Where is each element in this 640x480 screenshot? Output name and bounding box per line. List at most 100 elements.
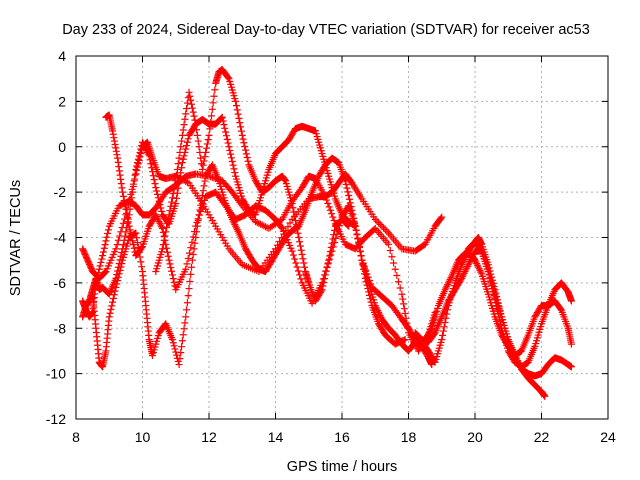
data-point	[447, 274, 455, 282]
data-point	[458, 274, 466, 282]
data-point	[195, 211, 203, 219]
data-point	[541, 392, 549, 400]
data-point	[396, 284, 404, 292]
data-point	[117, 252, 125, 260]
data-point	[296, 238, 304, 246]
data-point	[242, 146, 250, 154]
data-point	[227, 154, 235, 162]
data-point	[328, 210, 336, 218]
x-tick-label: 10	[135, 429, 151, 445]
data-point	[122, 228, 130, 236]
data-point	[229, 161, 237, 169]
data-point	[118, 249, 126, 257]
data-point	[120, 197, 128, 205]
data-point	[153, 187, 161, 195]
data-point	[134, 239, 142, 247]
data-point	[196, 206, 204, 214]
data-point	[139, 140, 147, 148]
data-point	[128, 194, 136, 202]
data-point	[200, 157, 208, 165]
data-point	[143, 147, 151, 155]
data-point	[242, 150, 250, 158]
y-axis-label: SDTVAR / TECUs	[8, 180, 24, 296]
data-point	[126, 205, 134, 213]
data-point	[464, 262, 472, 270]
data-point	[191, 239, 199, 247]
data-point	[110, 134, 118, 142]
data-point	[109, 298, 117, 306]
data-point	[228, 157, 236, 165]
data-point	[298, 251, 306, 259]
data-point	[109, 127, 117, 135]
data-point	[201, 153, 209, 161]
data-point	[398, 290, 406, 298]
data-point	[183, 260, 191, 268]
data-point	[460, 269, 468, 277]
data-point	[342, 180, 350, 188]
data-point	[463, 264, 471, 272]
data-point	[373, 217, 381, 225]
y-tick-label: -4	[54, 230, 67, 246]
data-point	[230, 219, 238, 227]
data-point	[197, 201, 205, 209]
data-point	[474, 263, 482, 271]
data-point	[567, 297, 575, 305]
data-point	[244, 157, 252, 165]
x-tick-label: 24	[600, 429, 616, 445]
data-point	[176, 148, 184, 156]
data-point	[168, 198, 176, 206]
data-point	[203, 140, 211, 148]
data-point	[471, 256, 479, 264]
data-point	[102, 237, 110, 245]
data-point	[511, 351, 519, 359]
data-point	[121, 232, 129, 240]
data-point	[98, 255, 106, 263]
data-point	[323, 196, 331, 204]
data-point	[241, 142, 249, 150]
data-point	[199, 161, 207, 169]
data-point	[185, 249, 193, 257]
data-point	[134, 243, 142, 251]
data-point	[344, 188, 352, 196]
data-point	[118, 184, 126, 192]
data-point	[106, 309, 114, 317]
x-tick-label: 22	[534, 429, 550, 445]
data-point	[284, 223, 292, 231]
data-point	[296, 271, 304, 279]
data-point	[223, 135, 231, 143]
data-point	[288, 247, 296, 255]
data-point	[225, 143, 233, 151]
data-point	[136, 148, 144, 156]
x-tick-label: 12	[201, 429, 217, 445]
data-point	[237, 127, 245, 135]
data-point	[99, 252, 107, 260]
data-point	[355, 243, 363, 251]
data-point	[210, 92, 218, 100]
x-tick-label: 20	[467, 429, 483, 445]
data-point	[373, 305, 381, 313]
data-point	[209, 99, 217, 107]
data-point	[459, 273, 467, 281]
data-point	[154, 216, 162, 224]
data-point	[321, 193, 329, 201]
series-track-4	[89, 154, 409, 371]
data-point	[345, 192, 353, 200]
data-point	[134, 159, 142, 167]
data-point	[150, 206, 158, 214]
data-point	[197, 207, 205, 215]
data-point	[170, 342, 178, 350]
data-point	[292, 259, 300, 267]
data-point	[127, 199, 135, 207]
data-point	[219, 117, 227, 125]
data-point	[325, 256, 333, 264]
data-point	[193, 131, 201, 139]
data-point	[185, 88, 193, 96]
data-point	[188, 100, 196, 108]
data-point	[198, 196, 206, 204]
data-point	[136, 253, 144, 261]
data-point	[330, 216, 338, 224]
data-point	[200, 182, 208, 190]
data-point	[163, 219, 171, 227]
data-point	[289, 204, 297, 212]
data-point	[187, 270, 195, 278]
